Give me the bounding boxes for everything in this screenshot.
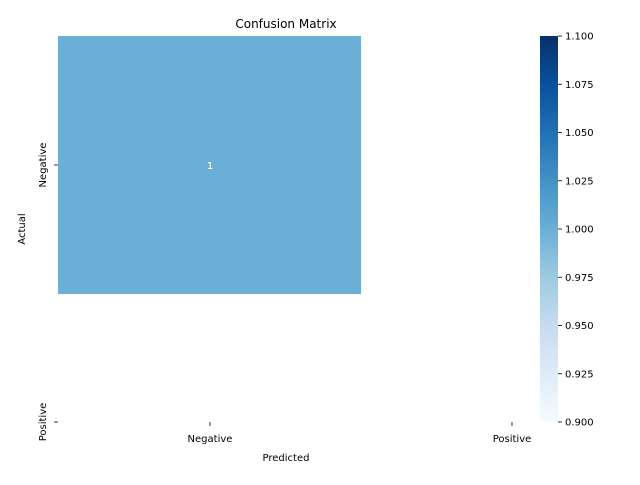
colorbar-tick-label-7: 1.075 (565, 80, 594, 91)
y-tick-label-1: Positive (38, 403, 49, 442)
heatmap-cell-0 (58, 36, 361, 294)
colorbar-gradient (540, 36, 558, 422)
y-axis-ticks: Negative Positive (38, 143, 58, 442)
colorbar-tick-label-1: 0.925 (565, 369, 594, 380)
colorbar-tick-label-3: 0.975 (565, 273, 594, 284)
colorbar-tick-label-0: 0.900 (565, 418, 594, 429)
colorbar-ticks: 0.900 0.925 0.950 0.975 1.000 1.025 1.050 1.075… (558, 32, 594, 429)
heatmap-cells: 1 (58, 36, 361, 294)
colorbar-tick-label-6: 1.050 (565, 128, 594, 139)
colorbar-tick-label-4: 1.000 (565, 225, 594, 236)
x-axis-ticks: Negative Positive (188, 422, 532, 445)
colorbar-tick-label-2: 0.950 (565, 321, 594, 332)
cell-value-label: 1 (207, 161, 213, 172)
colorbar: 0.900 0.925 0.950 0.975 1.000 1.025 1.050 1.075… (540, 32, 594, 429)
colorbar-tick-label-5: 1.025 (565, 176, 594, 187)
y-tick-label-0: Negative (38, 143, 49, 188)
x-tick-label-0: Negative (188, 434, 233, 445)
chart-title: Confusion Matrix (235, 17, 336, 31)
x-axis-label: Predicted (263, 453, 310, 464)
x-tick-label-1: Positive (493, 434, 532, 445)
y-axis-label: Actual (17, 213, 28, 244)
colorbar-tick-label-8: 1.100 (565, 32, 594, 43)
